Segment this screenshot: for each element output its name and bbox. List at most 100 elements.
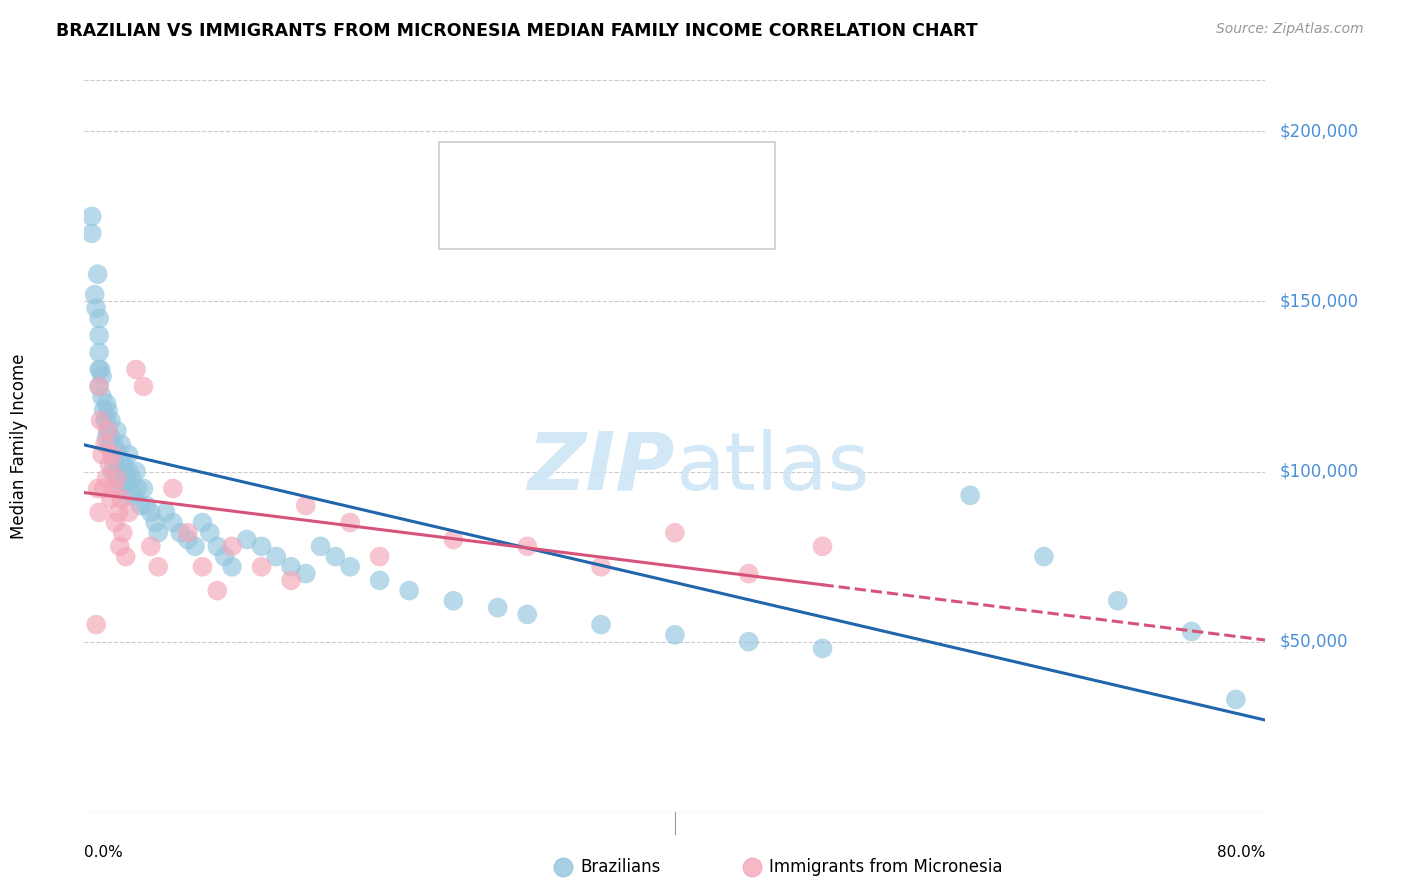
Point xyxy=(101,448,124,462)
Point xyxy=(87,328,111,343)
Circle shape xyxy=(454,210,482,227)
Text: Brazilians: Brazilians xyxy=(581,857,661,876)
Point xyxy=(309,540,332,554)
Point xyxy=(591,617,613,632)
Point xyxy=(205,583,228,598)
Point xyxy=(86,482,108,496)
Point xyxy=(118,465,141,479)
Text: -0.106: -0.106 xyxy=(547,211,605,227)
Text: -0.339: -0.339 xyxy=(547,165,605,179)
Point xyxy=(93,482,115,496)
Point xyxy=(111,525,134,540)
Point xyxy=(105,471,128,485)
Point xyxy=(87,379,111,393)
Point xyxy=(368,549,391,564)
Point xyxy=(664,628,686,642)
Point xyxy=(139,505,162,519)
Point xyxy=(96,396,118,410)
Point xyxy=(339,516,361,530)
Point xyxy=(959,488,981,502)
Point xyxy=(1180,624,1202,639)
Point xyxy=(162,516,184,530)
Point xyxy=(91,448,114,462)
Point xyxy=(83,287,105,301)
Point xyxy=(87,505,111,519)
Point xyxy=(97,403,120,417)
Point xyxy=(98,437,121,451)
Point xyxy=(191,559,214,574)
Point xyxy=(87,362,111,376)
Point xyxy=(94,413,117,427)
Point xyxy=(127,482,149,496)
Text: R =: R = xyxy=(495,211,530,227)
Point xyxy=(139,540,162,554)
Point xyxy=(169,525,191,540)
Point xyxy=(162,482,184,496)
Point xyxy=(129,499,152,513)
Point xyxy=(191,516,214,530)
Point xyxy=(125,465,148,479)
Point xyxy=(135,499,157,513)
Point xyxy=(80,210,103,224)
Point xyxy=(516,607,538,622)
Point xyxy=(125,362,148,376)
Point xyxy=(184,540,207,554)
Point xyxy=(214,549,236,564)
Point xyxy=(205,540,228,554)
Point xyxy=(177,525,200,540)
Point xyxy=(339,559,361,574)
Point xyxy=(132,482,155,496)
Point xyxy=(105,424,128,438)
Point xyxy=(110,491,132,506)
Text: $50,000: $50,000 xyxy=(1279,632,1348,650)
Point xyxy=(94,437,117,451)
Point xyxy=(121,471,143,485)
Text: Immigrants from Micronesia: Immigrants from Micronesia xyxy=(769,857,1002,876)
Point xyxy=(100,491,122,506)
Point xyxy=(104,471,127,485)
Point xyxy=(1107,594,1129,608)
Point xyxy=(280,559,302,574)
Text: Median Family Income: Median Family Income xyxy=(10,353,28,539)
Point xyxy=(90,413,112,427)
Point xyxy=(132,379,155,393)
Text: 95: 95 xyxy=(681,165,703,179)
Point xyxy=(90,362,112,376)
Point xyxy=(143,516,166,530)
Point xyxy=(664,525,686,540)
Point xyxy=(323,549,347,564)
Point xyxy=(107,465,129,479)
Point xyxy=(398,583,420,598)
Text: R =: R = xyxy=(495,165,530,179)
Point xyxy=(250,540,273,554)
Text: N =: N = xyxy=(645,165,682,179)
Point xyxy=(591,559,613,574)
Point xyxy=(87,311,111,326)
Point xyxy=(118,505,141,519)
Point xyxy=(441,594,464,608)
Point xyxy=(87,345,111,359)
Text: $200,000: $200,000 xyxy=(1279,122,1358,140)
Point xyxy=(114,549,136,564)
Point xyxy=(671,805,693,819)
Point xyxy=(118,448,141,462)
Point xyxy=(111,475,134,489)
Text: atlas: atlas xyxy=(675,429,869,507)
Circle shape xyxy=(454,163,482,181)
Point xyxy=(250,559,273,574)
Point xyxy=(115,488,138,502)
Text: 80.0%: 80.0% xyxy=(1218,845,1265,860)
Point xyxy=(811,540,834,554)
Point xyxy=(97,424,120,438)
Point xyxy=(108,540,131,554)
Point xyxy=(112,458,135,472)
Point xyxy=(148,559,170,574)
Point xyxy=(80,227,103,241)
Point xyxy=(295,499,318,513)
Point xyxy=(101,448,124,462)
Point xyxy=(122,488,145,502)
Point xyxy=(96,471,118,485)
Point xyxy=(103,482,125,496)
Text: Source: ZipAtlas.com: Source: ZipAtlas.com xyxy=(1216,22,1364,37)
Point xyxy=(101,465,124,479)
